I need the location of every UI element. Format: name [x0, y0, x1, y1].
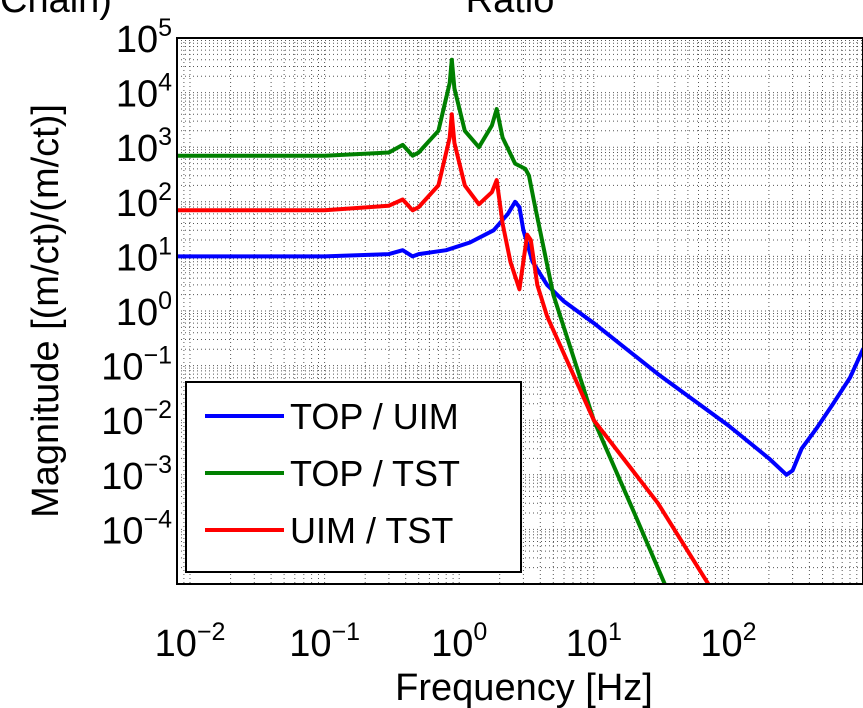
series-line-3	[177, 112, 711, 584]
legend-label: UIM / TST	[290, 510, 453, 551]
x-tick-labels: 10−2 10−1 100 101 102	[155, 618, 757, 665]
series-layer	[177, 57, 863, 584]
legend-label: TOP / UIM	[290, 396, 459, 437]
y-axis-label: Magnitude [(m/ct)/(m/ct)]	[25, 104, 67, 518]
y-tick-label: 10−4	[101, 505, 172, 552]
legend-box	[185, 381, 522, 573]
y-tick-label: 103	[116, 123, 172, 170]
x-tick-label: 100	[431, 618, 487, 665]
y-tick-labels: 10−4 10−3 10−2 10−1 100 101 102 103 104 105	[101, 14, 172, 552]
x-tick-label: 10−1	[289, 618, 360, 665]
y-tick-label: 10−3	[101, 451, 172, 498]
y-tick-label: 104	[116, 69, 172, 116]
y-tick-label: 101	[116, 232, 172, 279]
legend-label: TOP / TST	[290, 453, 460, 494]
plot-frame	[176, 37, 863, 585]
legend: TOP / UIM TOP / TST UIM / TST	[185, 381, 522, 573]
y-tick-label: 102	[116, 178, 172, 225]
page-top-center-text: Ratio	[466, 0, 555, 21]
series-line-2	[177, 57, 667, 584]
y-tick-label: 100	[116, 287, 172, 334]
grid	[176, 37, 863, 585]
x-tick-label: 10−2	[155, 618, 226, 665]
x-tick-label: 102	[700, 618, 756, 665]
x-axis-label: Frequency [Hz]	[395, 667, 653, 708]
y-tick-label: 10−2	[101, 396, 172, 443]
page-top-left-text: Chain)	[0, 0, 112, 21]
y-tick-label: 105	[116, 14, 172, 61]
x-tick-label: 101	[566, 618, 622, 665]
y-tick-label: 10−1	[101, 342, 172, 389]
